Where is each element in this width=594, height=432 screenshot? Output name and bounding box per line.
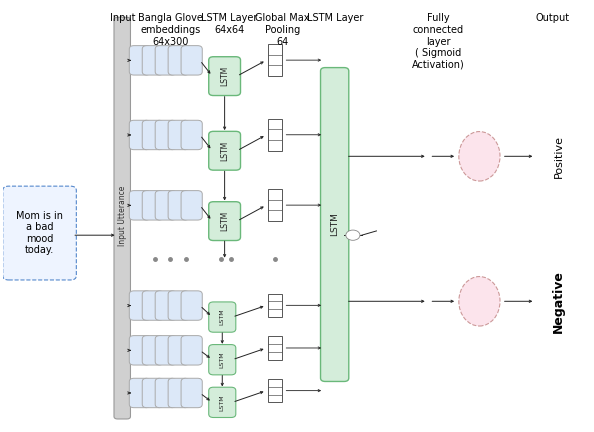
- FancyBboxPatch shape: [321, 67, 349, 381]
- Ellipse shape: [459, 132, 500, 181]
- Text: LSTM: LSTM: [220, 351, 225, 368]
- FancyBboxPatch shape: [168, 120, 189, 149]
- Bar: [267, 294, 282, 317]
- FancyBboxPatch shape: [142, 378, 163, 408]
- FancyBboxPatch shape: [142, 191, 163, 220]
- FancyBboxPatch shape: [155, 291, 176, 320]
- Bar: [267, 119, 282, 151]
- FancyBboxPatch shape: [208, 345, 236, 375]
- FancyBboxPatch shape: [129, 378, 150, 408]
- Text: LSTM Layer
64x64: LSTM Layer 64x64: [201, 13, 258, 35]
- FancyBboxPatch shape: [129, 120, 150, 149]
- FancyBboxPatch shape: [208, 302, 236, 332]
- Text: Input: Input: [110, 13, 135, 23]
- Text: Mom is in
a bad
mood
today.: Mom is in a bad mood today.: [16, 211, 63, 255]
- Text: Negative: Negative: [552, 270, 565, 333]
- FancyBboxPatch shape: [168, 191, 189, 220]
- Text: LSTM: LSTM: [220, 141, 229, 161]
- Text: Output: Output: [536, 13, 570, 23]
- FancyBboxPatch shape: [168, 291, 189, 320]
- Bar: [267, 336, 282, 360]
- Text: LSTM: LSTM: [220, 394, 225, 411]
- Text: Global Max
Pooling
64: Global Max Pooling 64: [255, 13, 309, 47]
- FancyBboxPatch shape: [129, 191, 150, 220]
- FancyBboxPatch shape: [181, 191, 203, 220]
- Bar: [267, 44, 282, 76]
- Text: LSTM: LSTM: [330, 213, 339, 236]
- Text: Bangla Glove
embeddings
64x300: Bangla Glove embeddings 64x300: [138, 13, 203, 47]
- FancyBboxPatch shape: [208, 131, 241, 170]
- FancyBboxPatch shape: [114, 17, 131, 419]
- Bar: [267, 189, 282, 221]
- Text: Input Utterance: Input Utterance: [118, 186, 127, 246]
- FancyBboxPatch shape: [155, 378, 176, 408]
- FancyBboxPatch shape: [208, 202, 241, 241]
- Text: Positive: Positive: [554, 135, 564, 178]
- FancyBboxPatch shape: [142, 46, 163, 75]
- FancyBboxPatch shape: [181, 46, 203, 75]
- FancyBboxPatch shape: [168, 378, 189, 408]
- FancyBboxPatch shape: [181, 378, 203, 408]
- FancyBboxPatch shape: [129, 291, 150, 320]
- Circle shape: [346, 230, 360, 240]
- FancyBboxPatch shape: [181, 291, 203, 320]
- FancyBboxPatch shape: [208, 57, 241, 95]
- Bar: [267, 379, 282, 402]
- FancyBboxPatch shape: [155, 191, 176, 220]
- FancyBboxPatch shape: [155, 336, 176, 365]
- FancyBboxPatch shape: [129, 46, 150, 75]
- FancyBboxPatch shape: [155, 120, 176, 149]
- FancyBboxPatch shape: [168, 336, 189, 365]
- FancyBboxPatch shape: [155, 46, 176, 75]
- Text: Fully
connected
layer
( Sigmoid
Activation): Fully connected layer ( Sigmoid Activati…: [412, 13, 465, 70]
- FancyBboxPatch shape: [168, 46, 189, 75]
- Text: LSTM: LSTM: [220, 211, 229, 231]
- FancyBboxPatch shape: [142, 291, 163, 320]
- FancyBboxPatch shape: [3, 186, 77, 280]
- FancyBboxPatch shape: [142, 120, 163, 149]
- FancyBboxPatch shape: [181, 120, 203, 149]
- Text: LSTM: LSTM: [220, 66, 229, 86]
- FancyBboxPatch shape: [181, 336, 203, 365]
- FancyBboxPatch shape: [129, 336, 150, 365]
- Text: LSTM Layer: LSTM Layer: [307, 13, 364, 23]
- Text: LSTM: LSTM: [220, 309, 225, 325]
- FancyBboxPatch shape: [208, 387, 236, 417]
- Ellipse shape: [459, 276, 500, 326]
- FancyBboxPatch shape: [142, 336, 163, 365]
